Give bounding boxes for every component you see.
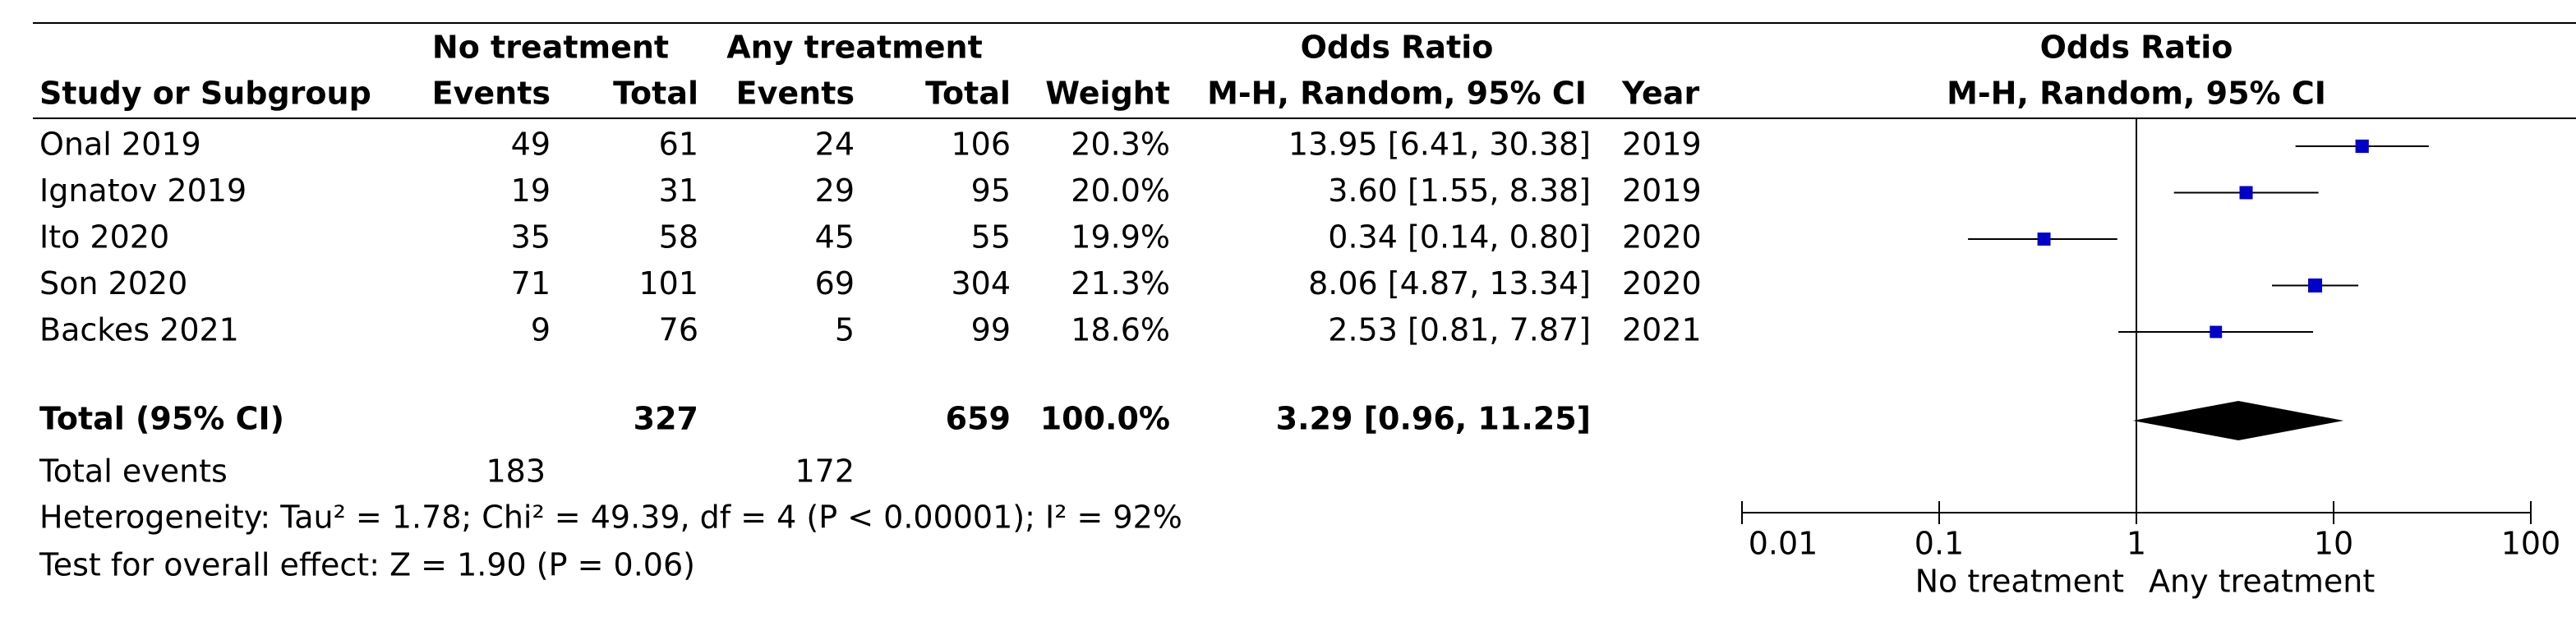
table-cell: 71 [511,265,551,302]
plot-subtitle: M-H, Random, 95% CI [1947,76,2326,112]
x-tick-label: 10 [2314,526,2353,562]
total-events-cell: 183 [486,454,546,490]
table-cell: 2019 [1622,173,1702,209]
plot-title: Odds Ratio [2040,30,2233,66]
table-cell: 45 [815,219,855,256]
table-cell: 106 [951,127,1011,163]
column-header: Weight [1045,76,1170,112]
table-cell: 20.0% [1071,173,1170,209]
heterogeneity: Heterogeneity: Tau² = 1.78; Chi² = 49.39… [39,500,1182,536]
table-cell: 18.6% [1071,312,1170,348]
total-events-label: Total events [39,454,228,490]
table-cell: 2020 [1622,219,1702,256]
total-cell: 100.0% [1040,401,1170,437]
x-tick-label: 0.01 [1749,526,1818,562]
table-cell: 2019 [1622,127,1702,163]
group-header: No treatment [432,30,669,66]
total-cell: 659 [946,401,1011,437]
table-cell: 49 [511,127,551,163]
table-cell: Backes 2021 [39,312,239,348]
table-cell: Son 2020 [39,265,187,302]
table-cell: 304 [951,265,1011,302]
table-cell: 101 [638,265,698,302]
total-cell: 327 [634,401,698,437]
study-estimate [2308,278,2323,293]
pooled-diamond [2132,401,2344,440]
table-cell: 35 [511,219,551,256]
column-header: Total [613,76,698,112]
x-tick-label: 0.1 [1915,526,1964,562]
table-cell: 61 [659,127,698,163]
column-header: Study or Subgroup [39,76,371,112]
group-header: Any treatment [726,30,983,66]
table-cell: Ito 2020 [39,219,169,256]
table-cell: 20.3% [1071,127,1170,163]
column-header: Events [736,76,855,112]
table-cell: 13.95 [6.41, 30.38] [1288,127,1591,163]
study-estimate [2239,186,2253,200]
group-header: Odds Ratio [1301,30,1494,66]
table-cell: 76 [659,312,698,348]
table-cell: 0.34 [0.14, 0.80] [1328,219,1591,256]
column-header: Year [1621,76,1699,112]
table-cell: Onal 2019 [39,127,201,163]
table-cell: 58 [659,219,698,256]
study-estimate [2210,325,2223,338]
table-cell: Ignatov 2019 [39,173,247,209]
x-tick-label: 100 [2501,526,2561,562]
x-tick-label: 1 [2127,526,2146,562]
table-cell: 3.60 [1.55, 8.38] [1328,173,1591,209]
table-cell: 24 [815,127,855,163]
study-estimate [2037,233,2051,246]
table-cell: 21.3% [1071,265,1170,302]
column-header: Total [925,76,1011,112]
table-cell: 2.53 [0.81, 7.87] [1328,312,1591,348]
table-cell: 5 [835,312,855,348]
study-estimate [2355,139,2369,154]
table-cell: 29 [815,173,855,209]
total-events-cell: 172 [795,454,855,490]
table-cell: 2020 [1622,265,1702,302]
table-cell: 69 [815,265,855,302]
table-cell: 19 [511,173,551,209]
total-label: Total (95% CI) [39,401,284,437]
table-cell: 95 [971,173,1011,209]
total-cell: 3.29 [0.96, 11.25] [1276,401,1591,437]
column-header: Events [432,76,551,112]
table-cell: 31 [659,173,698,209]
table-cell: 9 [531,312,551,348]
favors-right: Any treatment [2149,564,2375,600]
table-cell: 99 [971,312,1011,348]
column-header: M-H, Random, 95% CI [1207,76,1587,112]
table-cell: 2021 [1622,312,1702,348]
favors-left: No treatment [1915,564,2124,600]
overall-effect: Test for overall effect: Z = 1.90 (P = 0… [39,547,695,583]
table-cell: 19.9% [1071,219,1170,256]
table-cell: 55 [971,219,1011,256]
table-cell: 8.06 [4.87, 13.34] [1308,265,1591,302]
